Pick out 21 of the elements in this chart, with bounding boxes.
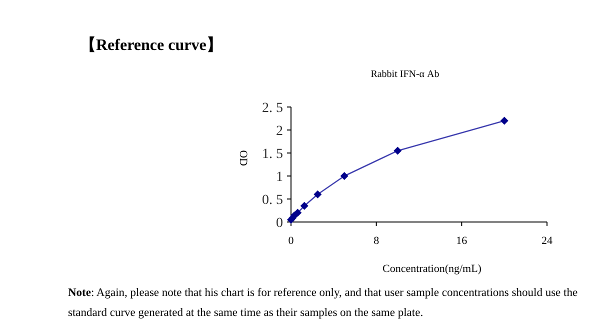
x-tick-label: 0 [288, 235, 294, 247]
chart-subtitle: Rabbit IFN-α Ab [370, 69, 440, 80]
x-axis-title: Concentration(ng/mL) [382, 263, 482, 275]
text: Note: Again, please note that his chart is for reference only, and that user sample concentrations should use the standard curve generated at the same time as their samples on the same plate. [68, 287, 578, 319]
text: 【Reference curve】 [80, 36, 222, 54]
y-tick-label: 2 [276, 124, 283, 139]
point [300, 202, 308, 210]
point [314, 190, 322, 198]
y-tick-label: 1 [276, 170, 283, 185]
y-tick-label: 0 [276, 216, 283, 231]
y-axis-title: OD [237, 150, 249, 166]
point [294, 208, 302, 217]
point [500, 116, 508, 125]
y-tick-label: 1. 5 [262, 147, 283, 162]
y-tick-label: 0. 5 [262, 193, 283, 208]
y-tick-label: 2. 5 [262, 101, 283, 116]
x-tick-label: 16 [456, 235, 468, 247]
x-tick-label: 8 [374, 235, 380, 247]
x-tick-label: 24 [542, 235, 553, 247]
point [394, 146, 402, 155]
point [340, 172, 348, 180]
